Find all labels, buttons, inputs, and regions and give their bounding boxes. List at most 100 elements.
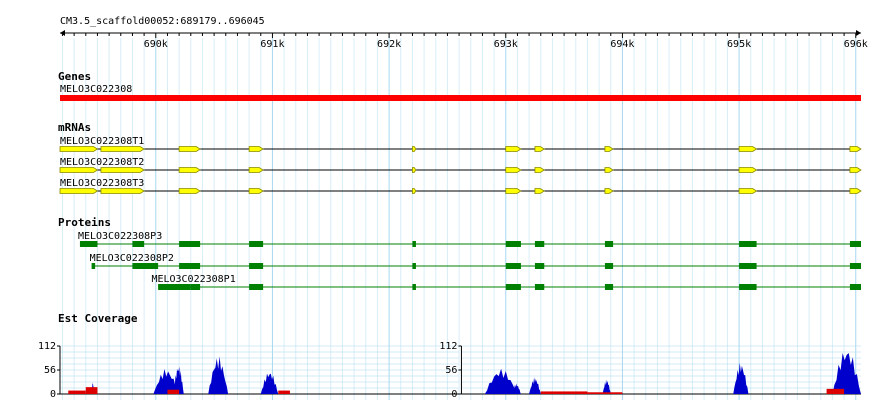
mrna-label: MELO3C022308T2 [60,157,144,168]
coverage-tick-label: 112 [38,341,56,352]
coverage-tick-label: 112 [439,341,457,352]
protein-label: MELO3C022308P1 [151,274,235,285]
mrna-exon[interactable] [849,146,862,152]
protein-block[interactable] [505,263,521,269]
coverage-peak-forward [208,356,229,394]
protein-block[interactable] [179,263,201,269]
region-label: CM3.5_scaffold00052:689179..696045 [60,16,265,27]
protein-block[interactable] [412,263,416,269]
proteins-track-title: Proteins [58,216,111,229]
mrna-exon[interactable] [100,146,145,152]
protein-block[interactable] [505,241,521,247]
coverage-peak-forward [173,366,184,394]
mrna-exon[interactable] [100,167,145,173]
coordinate-ruler[interactable]: 690k 691k 692k 693k 694k 695k 696k [60,30,868,50]
ruler-tick-label: 694k [610,39,634,50]
mrna-exon[interactable] [412,167,417,173]
mrna-exon[interactable] [248,146,264,152]
genes-track[interactable]: MELO3C022308 [60,84,861,101]
mrna-exon[interactable] [248,188,264,194]
protein-block[interactable] [79,241,98,247]
mrna-exon[interactable] [604,188,614,194]
coverage-tick-label: 0 [451,389,457,400]
protein-block[interactable] [849,284,861,290]
mrnas-track[interactable]: MELO3C022308T1 MELO3C022308T2 MELO3C022308… [59,136,862,194]
coverage-peak-forward [529,377,541,394]
ruler-tick-label: 692k [377,39,401,50]
mrna-exon[interactable] [849,167,862,173]
mrna-exon[interactable] [59,146,99,152]
protein-block[interactable] [505,284,521,290]
protein-block[interactable] [412,241,416,247]
coverage-peak-reverse [587,392,623,394]
protein-block[interactable] [91,263,96,269]
gene-feature[interactable] [60,95,861,101]
mrna-exon[interactable] [178,188,201,194]
mrna-exon[interactable] [534,167,546,173]
mrnas-track-title: mRNAs [58,121,91,134]
protein-block[interactable] [604,241,614,247]
ruler-right-arrow [856,30,861,36]
protein-block[interactable] [249,241,264,247]
protein-block[interactable] [190,284,201,290]
mrna-exon[interactable] [534,188,546,194]
ruler-tick-label: 695k [727,39,751,50]
mrna-exon[interactable] [738,167,758,173]
ruler-tick-label: 696k [844,39,868,50]
ruler-tick-label: 693k [494,39,518,50]
genes-track-title: Genes [58,70,91,83]
mrna-exon[interactable] [178,167,201,173]
protein-block[interactable] [412,284,416,290]
protein-block[interactable] [739,241,757,247]
protein-block[interactable] [158,284,191,290]
coverage-peak-reverse [167,389,180,394]
mrna-exon[interactable] [738,146,758,152]
mrna-exon[interactable] [604,146,614,152]
mrna-exon[interactable] [412,146,417,152]
protein-block[interactable] [604,263,614,269]
protein-block[interactable] [534,241,545,247]
protein-block[interactable] [249,263,264,269]
protein-block[interactable] [739,263,757,269]
protein-block[interactable] [604,284,614,290]
coverage-peak-forward [832,353,861,394]
protein-block[interactable] [249,284,264,290]
coverage-peak-forward [153,369,180,394]
coverage-peak-reverse [68,390,86,394]
mrna-exon[interactable] [59,167,99,173]
protein-block[interactable] [849,263,861,269]
protein-block[interactable] [534,263,545,269]
protein-block[interactable] [849,241,861,247]
mrna-exon[interactable] [59,188,99,194]
proteins-track[interactable]: MELO3C022308P3 MELO3C022308P2 MELO3C022308… [78,231,861,290]
protein-block[interactable] [132,263,159,269]
coverage-peak-forward [511,383,521,394]
protein-block[interactable] [534,284,545,290]
mrna-exon[interactable] [412,188,417,194]
coverage-peak-reverse [278,390,290,394]
coverage-tick-label: 56 [445,365,457,376]
mrna-exon[interactable] [248,167,264,173]
mrna-exon[interactable] [604,167,614,173]
mrna-exon[interactable] [738,188,758,194]
coverage-track-title: Est Coverage [58,312,138,325]
est-coverage-track[interactable]: 112 56 0 112 56 0 [38,341,861,400]
protein-block[interactable] [739,284,757,290]
mrna-exon[interactable] [849,188,862,194]
mrna-exon[interactable] [534,146,546,152]
mrna-exon[interactable] [505,167,522,173]
mrna-exon[interactable] [505,146,522,152]
coverage-peak-forward [602,379,611,394]
coverage-peak-forward [733,362,749,394]
mrna-label: MELO3C022308T3 [60,178,144,189]
protein-block[interactable] [179,241,201,247]
mrna-exon[interactable] [505,188,522,194]
gene-label: MELO3C022308 [60,84,132,95]
ruler-tick-label: 690k [144,39,168,50]
mrna-exon[interactable] [178,146,201,152]
protein-block[interactable] [132,241,145,247]
coverage-peak-reverse [85,387,98,394]
coverage-peak-reverse [826,388,845,394]
mrna-exon[interactable] [100,188,145,194]
